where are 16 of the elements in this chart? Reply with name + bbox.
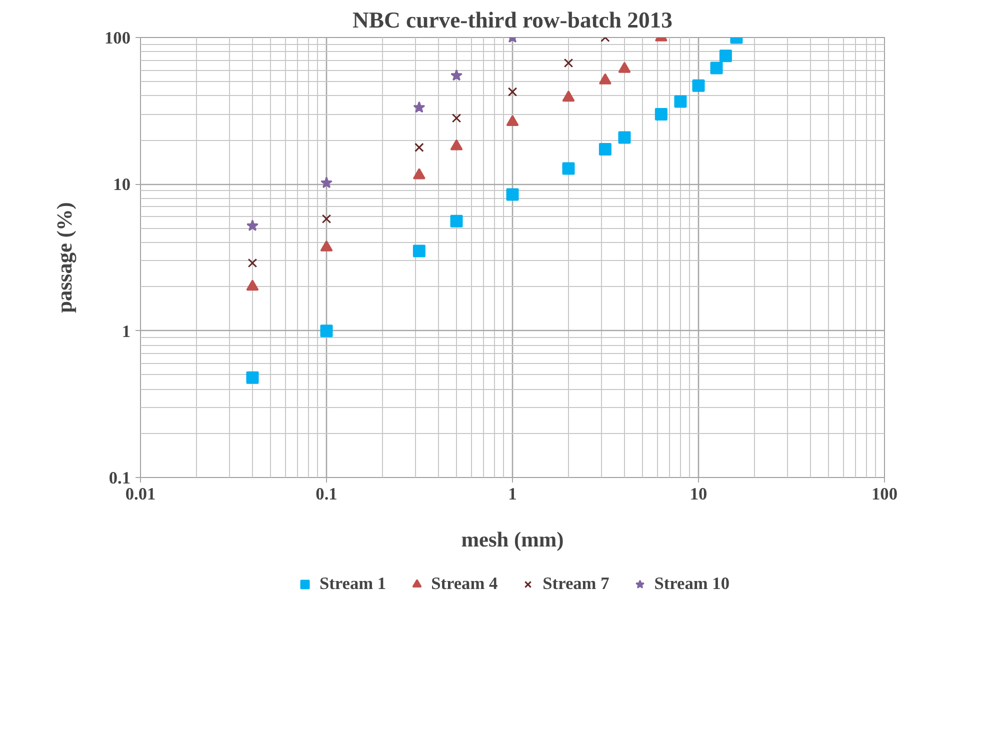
legend-label: Stream 7	[542, 574, 610, 594]
chart-title: NBC curve-third row-batch 2013	[352, 8, 672, 32]
x-tick-label: 100	[872, 484, 898, 504]
y-tick-label: 1	[122, 322, 131, 341]
x-axis-title: mesh (mm)	[461, 528, 564, 552]
x-tick-label: 10	[690, 484, 708, 504]
y-tick-label: 0.1	[108, 468, 131, 488]
legend-label: Stream 1	[320, 574, 386, 594]
y-axis-title: passage (%)	[52, 202, 77, 313]
y-tick-label: 100	[104, 28, 131, 48]
x-tick-label: 0.01	[125, 484, 156, 504]
legend-label: Stream 4	[431, 574, 498, 594]
x-tick-label: 0.1	[316, 484, 338, 504]
y-tick-label: 10	[113, 175, 130, 194]
x-tick-label: 1	[508, 484, 517, 504]
legend-label: Stream 10	[654, 574, 730, 594]
